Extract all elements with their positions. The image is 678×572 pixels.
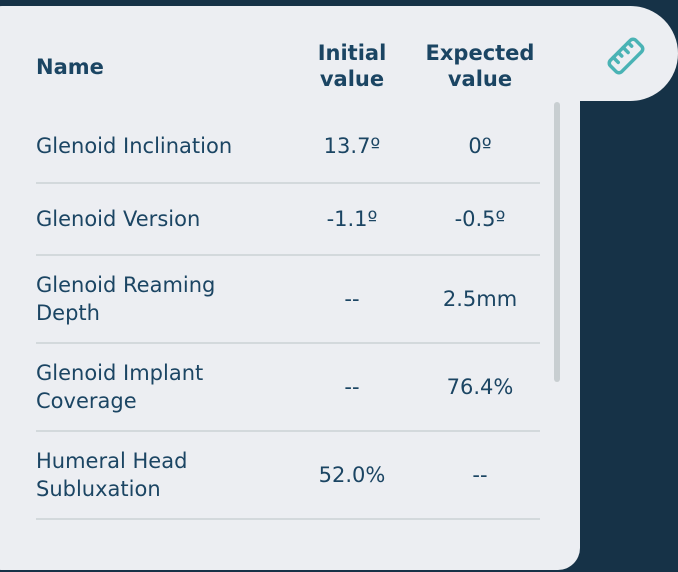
- measurement-name: Glenoid Inclination: [36, 134, 233, 158]
- scrollbar[interactable]: [554, 102, 560, 382]
- measurement-name: Glenoid Implant Coverage: [36, 361, 204, 413]
- panel-tab: [400, 6, 678, 101]
- initial-value: -1.1º: [326, 207, 378, 231]
- expected-value: -0.5º: [454, 207, 506, 231]
- column-header-expected-value[interactable]: Expected value: [425, 41, 535, 91]
- column-header-initial-value[interactable]: Initial value: [317, 41, 387, 91]
- table-row: Glenoid Inclination 13.7º 0º: [36, 110, 540, 184]
- initial-value: --: [344, 287, 360, 311]
- measurement-name: Glenoid Reaming Depth: [36, 273, 216, 325]
- measurement-name: Glenoid Version: [36, 207, 201, 231]
- ruler-icon[interactable]: [604, 34, 648, 78]
- expected-value: 76.4%: [446, 375, 514, 399]
- table-row: Glenoid Reaming Depth -- 2.5mm: [36, 256, 540, 344]
- expected-value: 2.5mm: [442, 287, 518, 311]
- measurement-name: Humeral Head Subluxation: [36, 449, 188, 501]
- table-row: Glenoid Implant Coverage -- 76.4%: [36, 344, 540, 432]
- table-row: Glenoid Version -1.1º -0.5º: [36, 184, 540, 256]
- initial-value: 13.7º: [323, 134, 381, 158]
- initial-value: --: [344, 375, 360, 399]
- column-header-name[interactable]: Name: [36, 55, 104, 79]
- initial-value: 52.0%: [318, 463, 386, 487]
- expected-value: 0º: [468, 134, 492, 158]
- table-row: Humeral Head Subluxation 52.0% --: [36, 432, 540, 520]
- expected-value: --: [472, 463, 488, 487]
